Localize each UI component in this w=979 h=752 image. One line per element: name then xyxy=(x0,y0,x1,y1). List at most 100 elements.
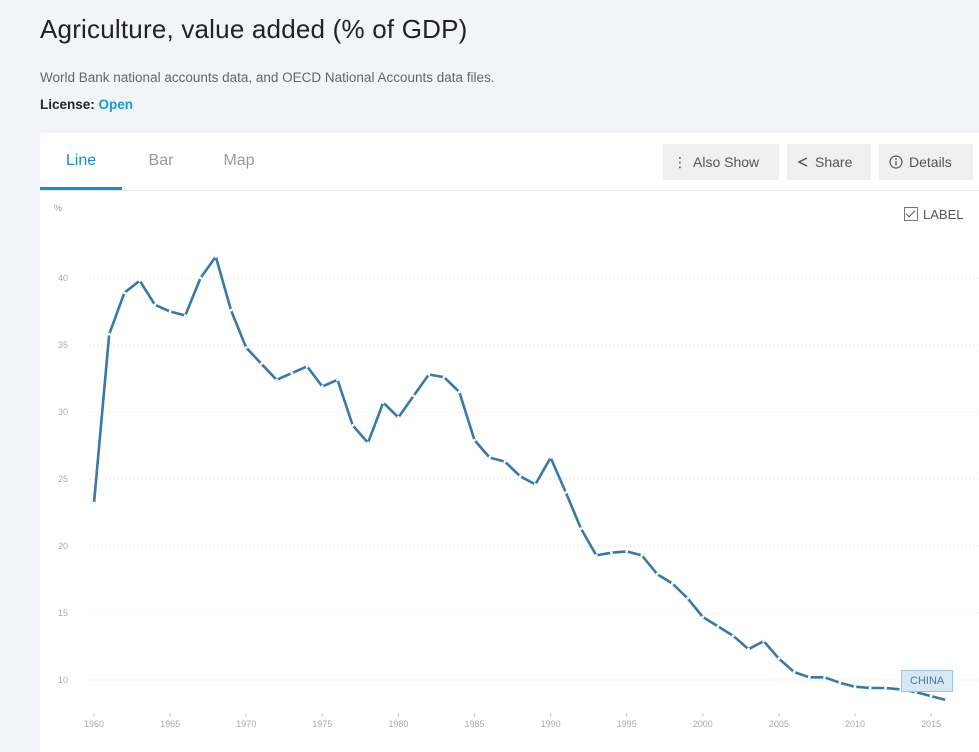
share-label: Share xyxy=(815,154,853,170)
data-point xyxy=(473,438,476,442)
series-line-china xyxy=(92,255,947,702)
x-tick-label: 1965 xyxy=(160,719,180,729)
data-point xyxy=(731,634,735,638)
data-point xyxy=(457,390,461,394)
data-point xyxy=(229,308,233,312)
data-point xyxy=(366,441,370,445)
x-tick-label: 1975 xyxy=(312,719,332,729)
data-point xyxy=(305,365,309,368)
page-title: Agriculture, value added (% of GDP) xyxy=(40,14,468,44)
y-axis-unit: % xyxy=(54,203,62,213)
license-line: License: Open xyxy=(40,97,133,112)
y-tick-label: 25 xyxy=(58,474,68,484)
x-tick-label: 1985 xyxy=(464,719,484,729)
vertical-dots-icon: ⋮ xyxy=(673,154,687,170)
data-point xyxy=(670,582,674,585)
series-label-china: CHINA xyxy=(901,670,954,692)
data-point xyxy=(351,424,355,427)
x-tick-label: 1995 xyxy=(617,719,637,729)
data-point xyxy=(427,373,431,376)
y-tick-label: 20 xyxy=(58,541,68,551)
x-tick-label: 2005 xyxy=(769,719,789,729)
data-point xyxy=(275,378,279,382)
info-icon xyxy=(889,144,903,180)
data-point xyxy=(488,456,492,459)
data-point xyxy=(549,456,552,459)
data-point xyxy=(107,332,111,336)
x-tick-label: 2000 xyxy=(693,719,713,729)
x-tick-label: 1990 xyxy=(541,719,561,729)
data-point xyxy=(747,647,750,651)
y-tick-label: 30 xyxy=(58,407,68,417)
data-point xyxy=(716,625,720,628)
data-point xyxy=(929,694,933,698)
data-point xyxy=(381,401,385,405)
data-point xyxy=(944,698,948,702)
data-point xyxy=(823,675,826,679)
data-point xyxy=(777,657,781,660)
data-point xyxy=(138,279,142,283)
data-point xyxy=(884,686,887,690)
data-point xyxy=(397,415,400,419)
data-point xyxy=(92,501,96,505)
data-point xyxy=(123,291,126,295)
data-point xyxy=(868,686,872,690)
source-note: World Bank national accounts data, and O… xyxy=(40,70,495,85)
data-point xyxy=(168,310,172,313)
x-tick-label: 2015 xyxy=(921,719,941,729)
y-tick-label: 15 xyxy=(58,608,68,618)
data-point xyxy=(610,551,613,555)
data-point xyxy=(412,394,416,398)
y-tick-label: 10 xyxy=(58,675,68,685)
data-point xyxy=(533,482,537,486)
data-point xyxy=(640,553,644,557)
data-point xyxy=(244,346,248,350)
details-label: Details xyxy=(909,154,952,170)
label-toggle-text: LABEL xyxy=(923,207,964,222)
x-tick-label: 1980 xyxy=(388,719,408,729)
data-point xyxy=(214,255,218,258)
share-button[interactable]: Share xyxy=(787,144,871,180)
license-link[interactable]: Open xyxy=(98,97,134,112)
share-icon xyxy=(797,144,809,180)
data-point xyxy=(762,639,766,643)
data-point xyxy=(701,615,705,619)
data-point xyxy=(260,362,263,366)
data-point xyxy=(503,460,507,463)
data-point xyxy=(579,527,583,530)
tab-bar: Line Bar Map ⋮ Also Show Share Details xyxy=(40,133,979,191)
y-tick-label: 40 xyxy=(58,273,68,283)
details-button[interactable]: Details xyxy=(879,144,973,180)
data-point xyxy=(564,491,568,494)
data-point xyxy=(625,549,629,553)
y-tick-label: 35 xyxy=(58,340,68,350)
data-point xyxy=(686,596,689,600)
data-point xyxy=(320,385,324,388)
tab-bar-chart[interactable]: Bar xyxy=(148,152,174,169)
chart-panel: Line Bar Map ⋮ Also Show Share Details LA… xyxy=(40,133,979,752)
also-show-label: Also Show xyxy=(693,154,760,170)
x-tick-label: 1970 xyxy=(236,719,256,729)
data-point xyxy=(290,371,294,375)
tab-line[interactable]: Line xyxy=(40,133,122,190)
data-point xyxy=(153,303,157,307)
data-point xyxy=(792,670,796,674)
license-label: License: xyxy=(40,97,95,112)
also-show-button[interactable]: ⋮ Also Show xyxy=(663,144,779,180)
data-point xyxy=(518,474,522,478)
line-chart: % 10 15 20 25 30 35 40 1960 1965 1970 1975 1980 1985 1… xyxy=(54,203,979,729)
data-point xyxy=(807,675,811,679)
label-toggle[interactable]: LABEL xyxy=(904,207,963,222)
x-tick-label: 2010 xyxy=(845,719,865,729)
data-point xyxy=(183,314,187,317)
x-tick-label: 1960 xyxy=(84,719,104,729)
data-point xyxy=(594,553,598,557)
checkbox-icon xyxy=(904,207,918,221)
data-point xyxy=(199,276,202,280)
data-point xyxy=(655,572,659,576)
data-point xyxy=(838,681,842,685)
tab-map[interactable]: Map xyxy=(223,152,255,169)
data-point xyxy=(853,685,857,689)
data-point xyxy=(442,375,446,379)
data-point xyxy=(336,378,339,382)
